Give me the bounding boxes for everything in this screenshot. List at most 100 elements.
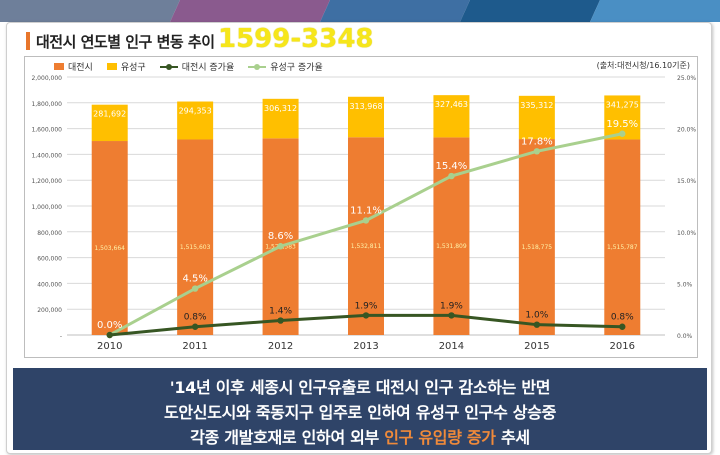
legend-item-yuseong: 유성구 <box>106 60 146 73</box>
legend: 대전시 유성구 대전시 증가율 유성구 증가율 <box>54 60 323 73</box>
source-note: (출처:대전시청/16.10기준) <box>596 61 690 70</box>
line-data-label: 17.8% <box>521 136 553 147</box>
line-data-label: 1.4% <box>269 307 292 317</box>
data-label-daejeon: 1,531,809 <box>436 243 467 250</box>
y-tick-label-right: 15.0% <box>677 178 696 185</box>
bar-daejeon <box>177 139 214 335</box>
x-tick-label: 2016 <box>610 341 635 352</box>
y-tick-label-left: 600,000 <box>37 256 62 263</box>
line-point <box>619 323 626 330</box>
legend-item-yuseong-rate: 유성구 증가율 <box>248 60 323 73</box>
bar-daejeon <box>518 139 555 335</box>
line-point <box>277 317 284 324</box>
data-label-yuseong: 341,275 <box>606 100 639 109</box>
legend-swatch-daejeon-rate <box>159 63 178 70</box>
data-label-yuseong: 294,353 <box>179 107 212 116</box>
phone-number: 1599-3348 <box>218 24 374 54</box>
data-label-yuseong: 313,968 <box>349 102 382 111</box>
banner-line-3-pre: 각종 개발호재로 인하여 외부 <box>190 428 385 447</box>
data-label-daejeon: 1,518,775 <box>522 244 553 251</box>
chart-area: - 200,000 400,000 600,000 800,000 1,000,000 1,… <box>24 56 698 358</box>
y-tick-label-left: 1,200,000 <box>31 178 62 185</box>
legend-label-daejeon: 대전시 <box>68 63 93 73</box>
y-tick-label-left: 200,000 <box>37 307 62 314</box>
data-label-daejeon: 1,503,664 <box>94 245 125 252</box>
data-label-daejeon: 1,515,603 <box>180 244 211 251</box>
y-tick-label-right: 25.0% <box>677 75 696 82</box>
bar-yuseong <box>348 96 384 138</box>
bar-yuseong <box>177 101 214 140</box>
data-label-yuseong: 327,463 <box>435 100 468 109</box>
line-point <box>533 148 541 155</box>
line-data-label: 0.8% <box>184 313 207 323</box>
line-point <box>106 331 113 339</box>
legend-label-yuseong: 유성구 <box>120 63 146 73</box>
x-tick-label: 2011 <box>182 341 207 352</box>
line-point <box>619 130 626 137</box>
x-tick-label: 2013 <box>353 341 378 352</box>
banner-line-2: 도안신도시와 죽동지구 입주로 인하여 유성구 인구수 상승중 <box>163 403 557 422</box>
line-point <box>362 312 370 319</box>
y-tick-label-right: 20.0% <box>677 127 696 134</box>
line-point <box>191 285 199 292</box>
legend-swatch-yuseong-rate <box>248 63 267 70</box>
line-data-label: 11.1% <box>350 205 382 216</box>
y-tick-label-left: 1,800,000 <box>31 101 62 108</box>
data-label-yuseong: 335,312 <box>520 101 553 110</box>
line-point <box>277 243 284 250</box>
summary-banner: '14년 이후 세종시 인구유출로 대전시 인구 감소하는 반면 도안신도시와 … <box>13 368 707 450</box>
line-data-label: 19.5% <box>606 119 638 130</box>
legend-item-daejeon-rate: 대전시 증가율 <box>159 60 235 73</box>
bar-yuseong <box>433 95 470 138</box>
legend-item-daejeon: 대전시 <box>54 60 93 73</box>
header-stripes <box>0 0 720 22</box>
y-tick-label-left: 1,000,000 <box>31 204 62 211</box>
line-data-label: 8.6% <box>268 231 293 242</box>
line-point <box>448 312 455 319</box>
y-tick-label-left: - <box>60 333 62 340</box>
data-label-daejeon: 1,515,787 <box>607 244 638 251</box>
y-tick-label-left: 1,400,000 <box>31 152 62 159</box>
banner-line-3-post: 추세 <box>495 428 530 447</box>
chart-title-wrap: 대전시 연도별 인구 변동 추이 <box>26 28 215 54</box>
x-tick-label: 2015 <box>524 341 549 352</box>
data-label-yuseong: 306,312 <box>264 104 297 113</box>
line-data-label: 4.5% <box>182 274 207 285</box>
data-label-daejeon: 1,532,811 <box>351 243 382 250</box>
line-data-label: 1.9% <box>440 301 463 311</box>
legend-label-daejeon-rate: 대전시 증가율 <box>181 63 235 73</box>
line-point <box>533 321 541 328</box>
line-data-label: 0.0% <box>97 320 122 331</box>
line-point <box>191 323 199 330</box>
chart-title: 대전시 연도별 인구 변동 추이 <box>36 32 215 51</box>
line-point <box>448 172 455 180</box>
data-label-yuseong: 281,692 <box>93 110 126 119</box>
legend-label-yuseong-rate: 유성구 증가율 <box>270 63 323 73</box>
y-tick-label-left: 1,600,000 <box>31 127 62 134</box>
line-data-label: 0.8% <box>611 313 634 323</box>
bar-daejeon <box>604 139 641 335</box>
y-tick-label-right: 10.0% <box>677 230 696 237</box>
bar-yuseong <box>518 95 555 140</box>
chart-svg: - 200,000 400,000 600,000 800,000 1,000,000 1,… <box>31 75 696 352</box>
y-tick-label-left: 2,000,000 <box>31 75 62 82</box>
line-data-label: 15.4% <box>436 161 468 172</box>
x-tick-label: 2014 <box>439 341 464 352</box>
banner-highlight: 인구 유입량 증가 <box>384 428 496 447</box>
bar-daejeon <box>433 137 470 335</box>
banner-line-3: 각종 개발호재로 인하여 외부 인구 유입량 증가 추세 <box>13 424 707 448</box>
line-point <box>362 217 370 224</box>
bar-yuseong <box>91 104 128 142</box>
x-tick-label: 2012 <box>268 341 293 352</box>
legend-swatch-yuseong <box>106 63 117 70</box>
y-tick-label-right: 0.0% <box>677 333 693 340</box>
x-tick-label: 2010 <box>97 341 122 352</box>
y-tick-label-right: 5.0% <box>677 281 693 288</box>
banner-line-1: '14년 이후 세종시 인구유출로 대전시 인구 감소하는 반면 <box>169 378 551 397</box>
bar-yuseong <box>262 98 299 139</box>
line-data-label: 1.9% <box>355 301 378 311</box>
y-tick-label-left: 400,000 <box>37 281 62 288</box>
bar-daejeon <box>262 138 299 335</box>
y-tick-label-left: 800,000 <box>37 230 62 237</box>
title-accent-bar <box>26 32 30 50</box>
